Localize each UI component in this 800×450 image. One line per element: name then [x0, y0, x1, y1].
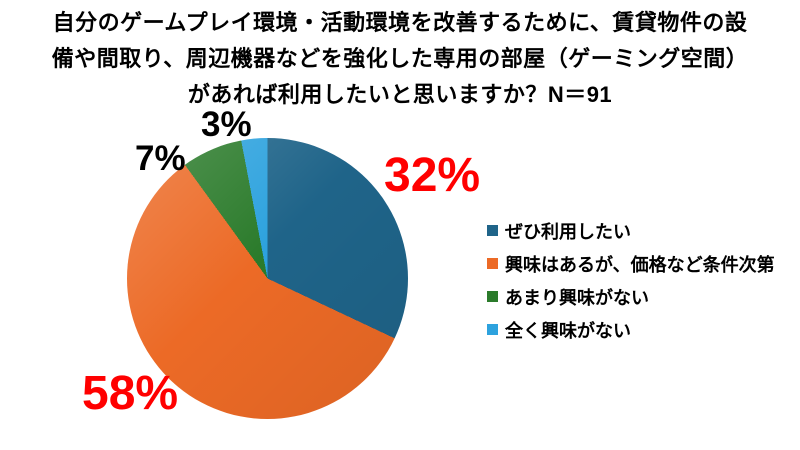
pie-chart	[127, 138, 408, 419]
legend-label: あまり興味がない	[505, 287, 649, 308]
legend-label: 興味はあるが、価格など条件次第	[505, 254, 775, 275]
value-label-very-interested: 32%	[384, 149, 481, 202]
chart-title-line-1: 自分のゲームプレイ環境・活動環境を改善するために、賃貸物件の設	[52, 10, 748, 35]
chart-title-line-2: 備や間取り、周辺機器などを強化した専用の部屋（ゲーミング空間）	[51, 46, 749, 71]
legend-item-not-interested: 全く興味がない	[487, 313, 775, 346]
chart-title-line-3: があれば利用したいと思いますか？N＝91	[187, 82, 613, 107]
legend: ぜひ利用したい 興味はあるが、価格など条件次第 あまり興味がない 全く興味がない	[487, 214, 775, 346]
value-label-interested-depends: 58%	[82, 367, 179, 420]
legend-swatch-green	[487, 291, 498, 302]
legend-swatch-orange	[487, 258, 498, 269]
value-label-not-very-interested: 7%	[135, 139, 186, 178]
legend-swatch-dark-blue	[487, 225, 498, 236]
legend-item-not-very-interested: あまり興味がない	[487, 280, 775, 313]
legend-swatch-light-blue	[487, 324, 498, 335]
legend-item-interested-depends: 興味はあるが、価格など条件次第	[487, 247, 775, 280]
legend-item-very-interested: ぜひ利用したい	[487, 214, 775, 247]
chart-title: 自分のゲームプレイ環境・活動環境を改善するために、賃貸物件の設 備や間取り、周辺…	[0, 5, 800, 113]
legend-label: ぜひ利用したい	[505, 221, 631, 242]
legend-label: 全く興味がない	[505, 320, 631, 341]
value-label-not-interested: 3%	[201, 105, 252, 144]
